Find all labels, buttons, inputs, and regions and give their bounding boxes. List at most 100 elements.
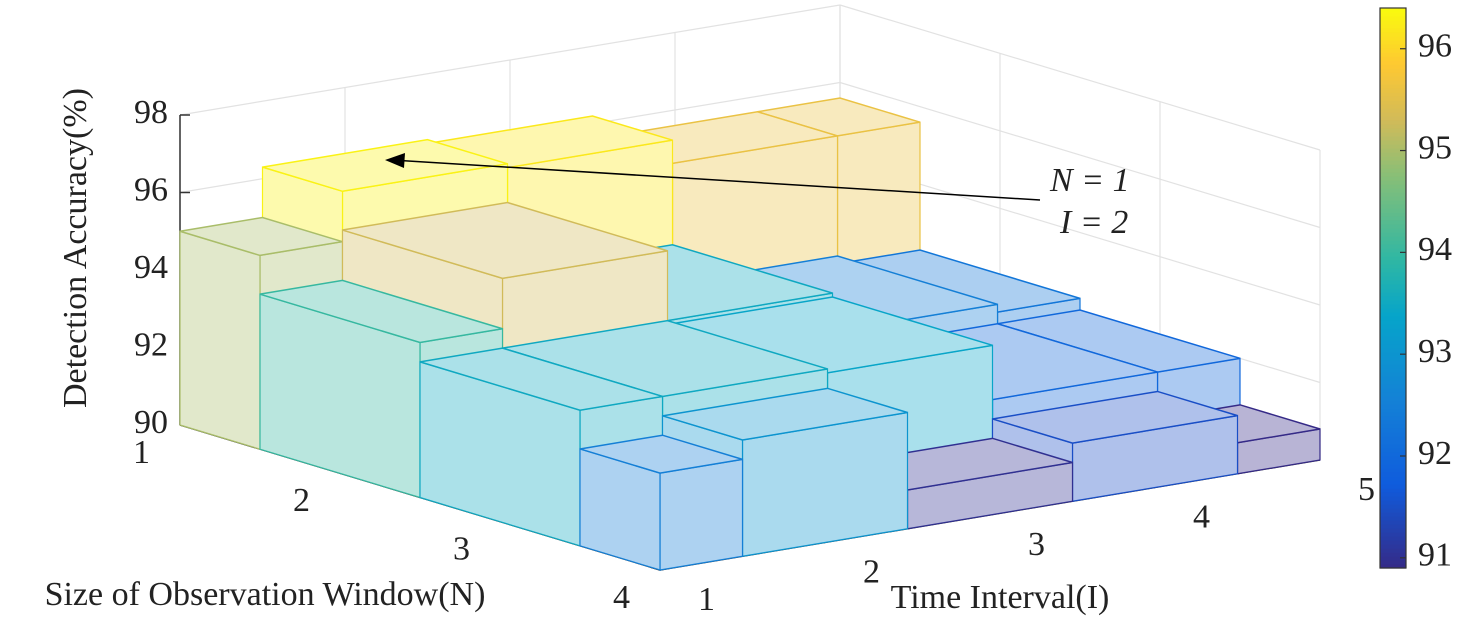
colorbar-stripe: [1380, 332, 1406, 337]
colorbar-stripe: [1380, 520, 1406, 525]
colorbar-stripe: [1380, 140, 1406, 145]
y-tick-label: 2: [293, 482, 310, 519]
layer: 90 92 94 96 98 1 2 3 4 1 2 3 4 5 Detection Accuracy(%)…: [45, 7, 1452, 618]
colorbar-stripe: [1380, 344, 1406, 349]
colorbar-stripe: [1380, 128, 1406, 133]
colorbar-stripe: [1380, 408, 1406, 413]
x-tick-label: 2: [863, 553, 880, 590]
colorbar-stripe: [1380, 524, 1406, 529]
colorbar-stripe: [1380, 324, 1406, 329]
colorbar-stripe: [1380, 268, 1406, 273]
annotation: I = 2: [1059, 204, 1128, 241]
colorbar-stripe: [1380, 272, 1406, 277]
colorbar-stripe: [1380, 284, 1406, 289]
colorbar-tick-label: 94: [1418, 231, 1452, 268]
colorbar-stripe: [1380, 40, 1406, 45]
colorbar-stripe: [1380, 336, 1406, 341]
colorbar-stripe: [1380, 380, 1406, 385]
grid-line: [839, 4, 1321, 151]
colorbar-tick-label: 91: [1418, 537, 1452, 574]
surface-wall: [659, 458, 744, 571]
colorbar-stripe: [1380, 60, 1406, 65]
colorbar-stripe: [1380, 540, 1406, 545]
colorbar-stripe: [1380, 388, 1406, 393]
colorbar-stripe: [1380, 548, 1406, 553]
colorbar-stripe: [1380, 348, 1406, 353]
colorbar-stripe: [1380, 364, 1406, 369]
colorbar-stripe: [1380, 76, 1406, 81]
colorbar-stripe: [1380, 560, 1406, 565]
colorbar-stripe: [1380, 384, 1406, 389]
colorbar-stripe: [1380, 200, 1406, 205]
colorbar-stripe: [1380, 236, 1406, 241]
colorbar-stripe: [1380, 24, 1406, 29]
colorbar-stripe: [1380, 484, 1406, 489]
colorbar-stripe: [1380, 180, 1406, 185]
colorbar-stripe: [1380, 328, 1406, 333]
colorbar-stripe: [1380, 448, 1406, 453]
colorbar-stripe: [1380, 280, 1406, 285]
colorbar-stripe: [1380, 304, 1406, 309]
x-tick-label: 5: [1358, 471, 1375, 508]
colorbar-stripe: [1380, 12, 1406, 17]
colorbar-stripe: [1380, 432, 1406, 437]
colorbar-stripe: [1380, 424, 1406, 429]
z-tick-label: 92: [134, 326, 168, 363]
colorbar-stripe: [1380, 164, 1406, 169]
colorbar-stripe: [1380, 564, 1406, 569]
colorbar-stripe: [1380, 412, 1406, 417]
colorbar-stripe: [1380, 368, 1406, 373]
surface-tile: [342, 201, 668, 280]
colorbar-stripe: [1380, 404, 1406, 409]
layer: [179, 97, 1321, 571]
colorbar-stripe: [1380, 544, 1406, 549]
surface-tile: [262, 138, 508, 193]
colorbar-stripe: [1380, 96, 1406, 101]
x-tick-label: 4: [1193, 498, 1210, 535]
colorbar-stripe: [1380, 260, 1406, 265]
colorbar-stripe: [1380, 184, 1406, 189]
colorbar-stripe: [1380, 92, 1406, 97]
colorbar-stripe: [1380, 300, 1406, 305]
colorbar-stripe: [1380, 496, 1406, 501]
colorbar-stripe: [1380, 148, 1406, 153]
colorbar-stripe: [1380, 264, 1406, 269]
colorbar-stripe: [1380, 464, 1406, 469]
colorbar-stripe: [1380, 16, 1406, 21]
y-tick-label: 3: [453, 530, 470, 567]
y-tick-label: 1: [133, 434, 150, 471]
colorbar-stripe: [1380, 28, 1406, 33]
colorbar-tick-label: 95: [1418, 129, 1452, 166]
colorbar-stripe: [1380, 20, 1406, 25]
colorbar-stripe: [1380, 224, 1406, 229]
colorbar-stripe: [1380, 340, 1406, 345]
colorbar-stripe: [1380, 556, 1406, 561]
colorbar-stripe: [1380, 172, 1406, 177]
colorbar-stripe: [1380, 528, 1406, 533]
colorbar-stripe: [1380, 296, 1406, 301]
colorbar-stripe: [1380, 176, 1406, 181]
colorbar-stripe: [1380, 124, 1406, 129]
colorbar-stripe: [1380, 168, 1406, 173]
colorbar-stripe: [1380, 192, 1406, 197]
colorbar-stripe: [1380, 536, 1406, 541]
colorbar-stripe: [1380, 220, 1406, 225]
colorbar-stripe: [1380, 152, 1406, 157]
colorbar-stripe: [1380, 396, 1406, 401]
colorbar-stripe: [1380, 68, 1406, 73]
colorbar-stripe: [1380, 320, 1406, 325]
arrow-head: [385, 153, 405, 168]
colorbar-stripe: [1380, 420, 1406, 425]
z-axis-label: Detection Accuracy(%): [57, 88, 94, 408]
colorbar-stripe: [1380, 276, 1406, 281]
annotation-arrow: [391, 159, 1041, 201]
colorbar-stripe: [1380, 100, 1406, 105]
colorbar-stripe: [1380, 208, 1406, 213]
colorbar-stripe: [1380, 492, 1406, 497]
colorbar-stripe: [1380, 120, 1406, 125]
colorbar-tick-label: 96: [1418, 28, 1452, 65]
surface-wall: [179, 230, 261, 450]
grid-line: [839, 81, 1321, 229]
colorbar-stripe: [1380, 116, 1406, 121]
